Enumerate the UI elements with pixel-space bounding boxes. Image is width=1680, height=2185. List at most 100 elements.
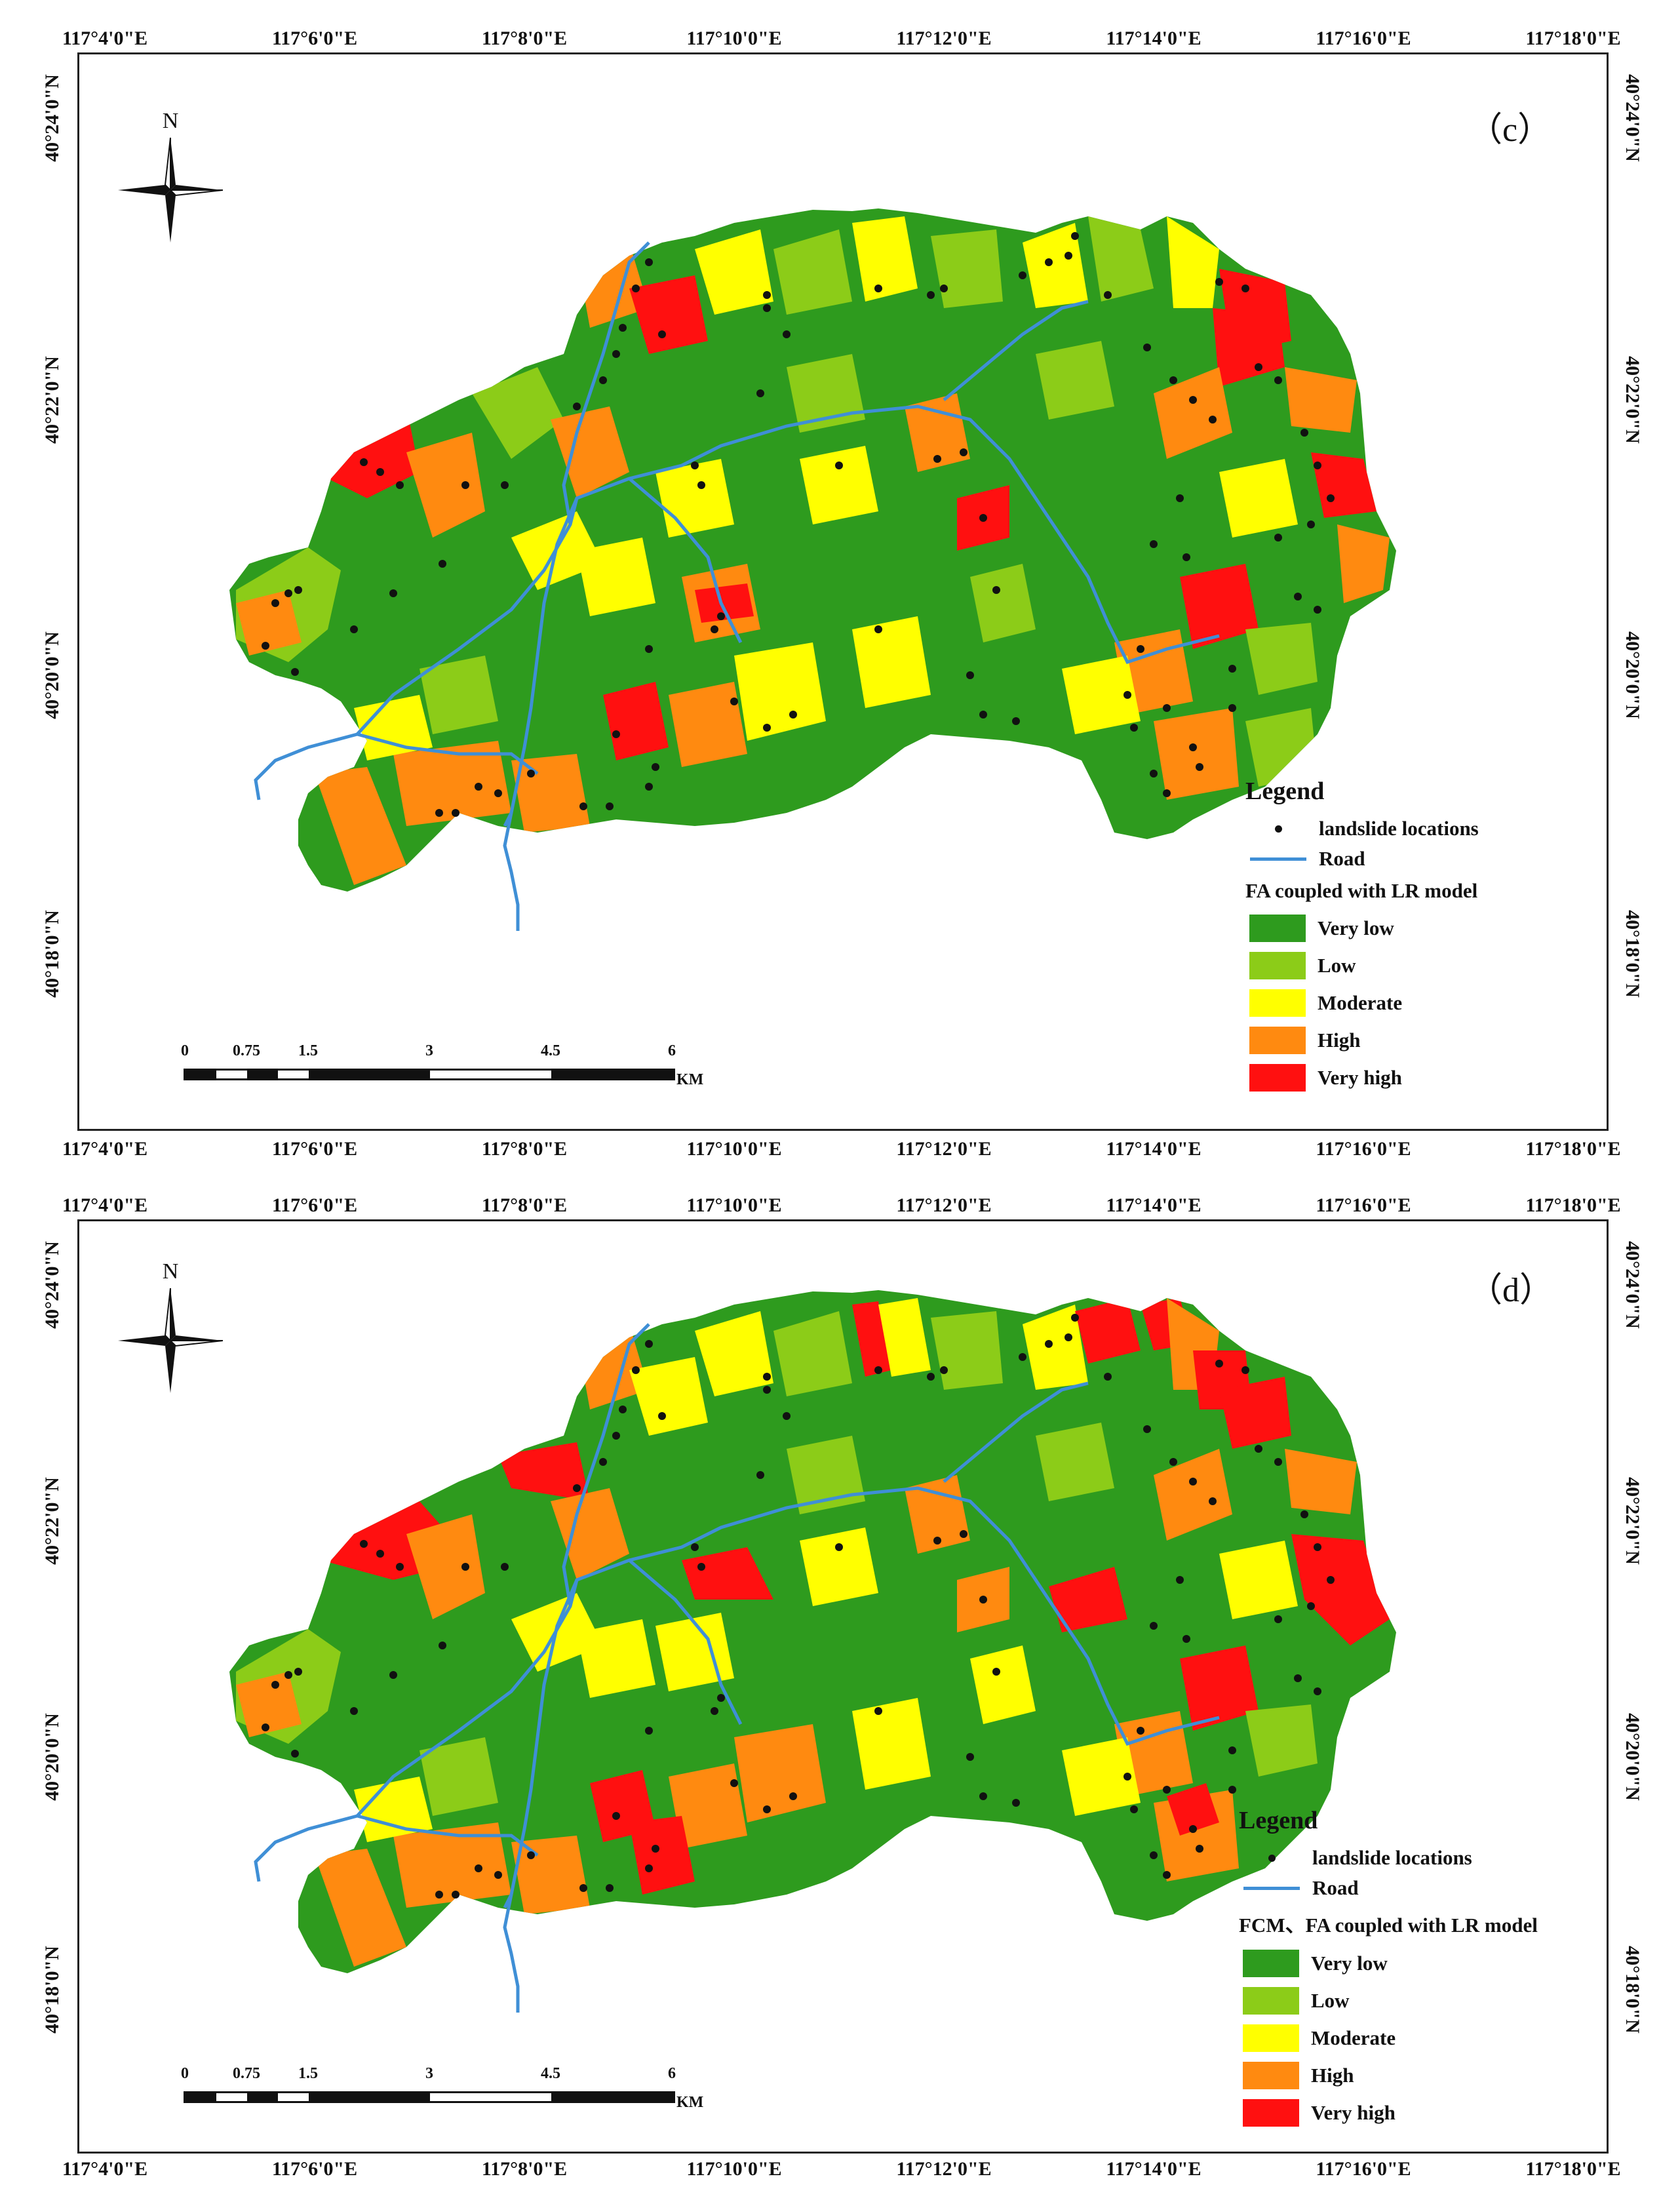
legend-class-label: Low <box>1318 953 1356 977</box>
scale-label: 3 <box>425 2065 433 2082</box>
panel-label: （d） <box>1468 1272 1554 1309</box>
lon-tick: 117°4'0"E <box>62 2158 148 2180</box>
legend-class-label: Very high <box>1318 1065 1402 1089</box>
north-label: N <box>162 1259 179 1284</box>
moderate-swatch <box>1243 2024 1299 2052</box>
road-network <box>254 241 1220 931</box>
landslide-points <box>262 1314 1335 1899</box>
scale-unit: KM <box>676 1071 704 1088</box>
legend-landslide-label: landslide locations <box>1319 817 1479 840</box>
lon-tick: 117°14'0"E <box>1106 2158 1201 2180</box>
lon-tick: 117°10'0"E <box>686 1194 782 1216</box>
low-swatch <box>1243 1986 1299 2015</box>
legend-class-label: Very high <box>1311 2100 1396 2124</box>
legend-class-label: Moderate <box>1311 2026 1396 2049</box>
lon-tick: 117°14'0"E <box>1106 28 1201 49</box>
map-panel-d: 117°4'0"E 117°6'0"E 117°8'0"E 117°10'0"E… <box>0 1193 1680 2185</box>
lon-tick: 117°16'0"E <box>1316 1194 1411 1216</box>
very-high-swatch <box>1243 2098 1299 2127</box>
scale-label: 6 <box>668 2065 676 2082</box>
landslide-points <box>262 232 1335 817</box>
north-arrow: N <box>118 1259 223 1393</box>
lon-tick: 117°6'0"E <box>271 1194 358 1216</box>
legend-road: Road <box>1239 1873 1538 1903</box>
scale-label: 4.5 <box>541 2065 560 2082</box>
legend-title: Legend <box>1239 1807 1318 1834</box>
legend-class: Very high <box>1239 2094 1538 2131</box>
panel-label: （c） <box>1468 111 1552 149</box>
road-network <box>254 1323 1220 2013</box>
legend-landslide: landslide locations <box>1239 1843 1538 1873</box>
legend-road-label: Road <box>1312 1876 1359 1899</box>
road-line-icon <box>1243 1886 1300 1890</box>
legend-model-name: FCM、FA coupled with LR model <box>1239 1914 1538 1937</box>
scale-label: 1.5 <box>298 1042 318 1059</box>
scale-label: 6 <box>668 1042 676 1059</box>
very-high-swatch <box>1249 1063 1306 1092</box>
high-swatch <box>1249 1026 1306 1054</box>
lon-tick: 117°4'0"E <box>62 1194 148 1216</box>
very-low-swatch <box>1249 914 1306 942</box>
legend-class-label: Very low <box>1311 1951 1388 1975</box>
legend-title: Legend <box>1245 778 1325 805</box>
scale-unit: KM <box>676 2094 704 2111</box>
landslide-dot-icon <box>1268 1854 1276 1862</box>
north-label: N <box>162 109 179 133</box>
lon-tick: 117°10'0"E <box>686 1138 782 1160</box>
lon-tick: 117°12'0"E <box>896 1194 992 1216</box>
lon-tick: 117°18'0"E <box>1525 2158 1621 2180</box>
scale-label: 0.75 <box>233 2065 260 2082</box>
legend-road-label: Road <box>1319 847 1365 870</box>
legend-class-label: High <box>1318 1028 1361 1052</box>
lon-tick: 117°6'0"E <box>271 1138 358 1160</box>
lon-tick: 117°6'0"E <box>271 2158 358 2180</box>
legend-class: High <box>1245 1021 1479 1059</box>
scale-label: 3 <box>425 1042 433 1059</box>
lon-tick: 117°14'0"E <box>1106 1138 1201 1160</box>
legend-class-label: Very low <box>1318 916 1394 939</box>
scale-label: 0 <box>181 1042 189 1059</box>
legend-class: Very high <box>1245 1059 1479 1096</box>
legend-class: Very low <box>1245 909 1479 947</box>
legend-landslide: landslide locations <box>1245 814 1479 844</box>
legend-landslide-label: landslide locations <box>1312 1846 1472 1869</box>
legend-class: Moderate <box>1245 984 1479 1021</box>
lon-tick: 117°8'0"E <box>481 1138 568 1160</box>
lon-tick: 117°12'0"E <box>896 2158 992 2180</box>
very-low-swatch <box>1243 1949 1299 1977</box>
legend-class: Low <box>1245 947 1479 984</box>
susceptibility-map <box>229 208 1396 931</box>
scale-label: 0.75 <box>233 1042 260 1059</box>
lon-tick: 117°8'0"E <box>481 28 568 49</box>
lon-tick: 117°16'0"E <box>1316 2158 1411 2180</box>
legend-class: Moderate <box>1239 2019 1538 2057</box>
lon-tick: 117°14'0"E <box>1106 1194 1201 1216</box>
legend-class-label: Moderate <box>1318 991 1403 1014</box>
scale-bar: 0 0.75 1.5 3 4.5 6 KM <box>181 2065 937 2111</box>
legend-class-label: High <box>1311 2063 1354 2087</box>
scale-bar: 0 0.75 1.5 3 4.5 6 KM <box>181 1042 937 1088</box>
lon-tick: 117°6'0"E <box>271 28 358 49</box>
landslide-dot-icon <box>1274 825 1282 833</box>
legend-class: Low <box>1239 1982 1538 2019</box>
lon-tick: 117°10'0"E <box>686 28 782 49</box>
lon-tick: 117°12'0"E <box>896 28 992 49</box>
legend-class: High <box>1239 2057 1538 2094</box>
north-arrow: N <box>118 109 223 243</box>
lon-tick: 117°16'0"E <box>1316 1138 1411 1160</box>
legend-model-name: FA coupled with LR model <box>1245 879 1478 902</box>
lon-tick: 117°8'0"E <box>481 1194 568 1216</box>
susceptibility-map <box>229 1290 1396 2013</box>
legend-class-label: Low <box>1311 1988 1350 2012</box>
legend-road: Road <box>1245 844 1479 874</box>
map-legend: Legend landslide locations Road FA coupl… <box>1245 777 1479 1096</box>
lon-tick: 117°18'0"E <box>1525 28 1621 49</box>
moderate-swatch <box>1249 989 1306 1017</box>
scale-label: 0 <box>181 2065 189 2082</box>
compass-icon <box>118 1288 223 1393</box>
low-swatch <box>1249 951 1306 979</box>
compass-icon <box>118 138 223 243</box>
high-swatch <box>1243 2061 1299 2089</box>
lon-tick: 117°18'0"E <box>1525 1138 1621 1160</box>
lon-tick: 117°4'0"E <box>62 28 148 49</box>
